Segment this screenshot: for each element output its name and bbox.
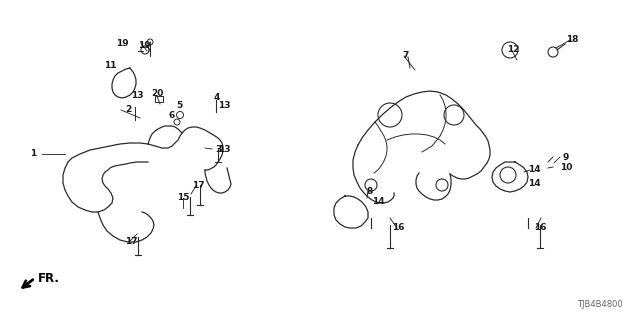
Text: 13: 13 — [131, 91, 143, 100]
Text: 15: 15 — [177, 194, 189, 203]
Text: 7: 7 — [403, 52, 409, 60]
Text: 16: 16 — [392, 223, 404, 233]
Text: 14: 14 — [528, 179, 540, 188]
Text: 20: 20 — [151, 89, 163, 98]
Text: 12: 12 — [507, 44, 519, 53]
Text: 10: 10 — [560, 163, 572, 172]
Text: 2: 2 — [125, 106, 131, 115]
Text: 14: 14 — [528, 165, 540, 174]
Text: TJB4B4800: TJB4B4800 — [577, 300, 623, 309]
Text: 4: 4 — [214, 93, 220, 102]
Text: 19: 19 — [138, 42, 150, 51]
Text: 18: 18 — [566, 36, 579, 44]
Text: 11: 11 — [104, 61, 116, 70]
Text: 9: 9 — [563, 153, 569, 162]
Text: 17: 17 — [125, 236, 138, 245]
Text: 17: 17 — [192, 181, 204, 190]
Text: FR.: FR. — [38, 273, 60, 285]
Text: 14: 14 — [372, 197, 384, 206]
Text: 3: 3 — [215, 145, 221, 154]
Text: 8: 8 — [367, 187, 373, 196]
Bar — [155, 96, 163, 102]
Text: 16: 16 — [534, 223, 547, 233]
Text: 5: 5 — [176, 100, 182, 109]
Text: 19: 19 — [116, 38, 128, 47]
Text: 13: 13 — [218, 145, 230, 154]
Text: 6: 6 — [169, 110, 175, 119]
Text: 1: 1 — [30, 149, 36, 158]
Text: 13: 13 — [218, 101, 230, 110]
